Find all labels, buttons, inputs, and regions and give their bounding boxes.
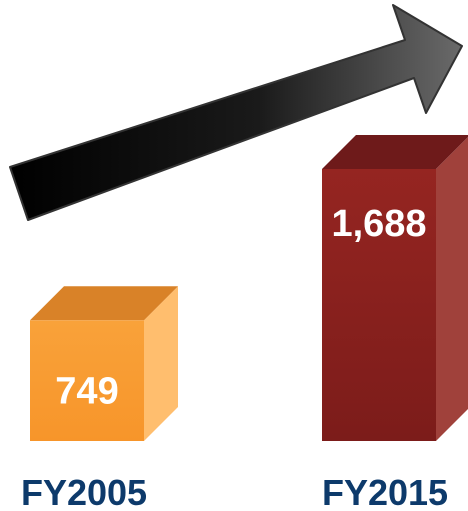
bar-fy2005 <box>30 286 178 441</box>
bar-front-face <box>30 320 144 441</box>
bar-top-face <box>322 135 468 169</box>
bar-side-face <box>144 286 178 441</box>
bar-front-face <box>322 169 436 441</box>
bar-side-face <box>436 137 468 441</box>
category-label-fy2015: FY2015 <box>322 472 448 511</box>
trend-arrow-icon <box>9 4 463 221</box>
category-label-fy2005: FY2005 <box>21 472 147 511</box>
bar-top-face <box>30 286 178 321</box>
bar-fy2015 <box>322 135 468 441</box>
data-label-fy2015: 1,688 <box>331 203 426 245</box>
data-label-fy2005: 749 <box>55 370 118 412</box>
